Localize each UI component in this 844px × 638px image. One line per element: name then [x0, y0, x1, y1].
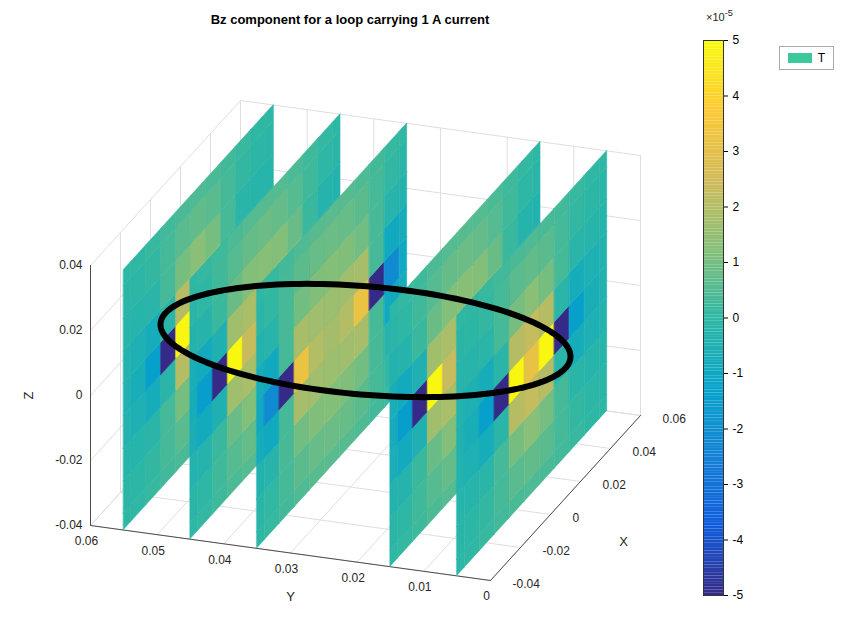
svg-text:-3: -3	[733, 477, 744, 491]
svg-text:1: 1	[733, 255, 740, 269]
svg-text:X: X	[619, 534, 628, 549]
html-text:T: T	[817, 51, 825, 65]
svg-text:-0.02: -0.02	[543, 544, 571, 558]
svg-text:-5: -5	[733, 588, 744, 602]
html-text:Bz component for a loop carryi: Bz component for a loop carrying 1 A cur…	[210, 12, 490, 27]
svg-text:3: 3	[733, 144, 740, 158]
svg-text:4: 4	[733, 89, 740, 103]
svg-text:0.03: 0.03	[275, 562, 299, 576]
svg-text:0.04: 0.04	[633, 445, 657, 459]
svg-text:0.04: 0.04	[59, 258, 83, 272]
svg-text:0.06: 0.06	[663, 412, 687, 426]
svg-text:-2: -2	[733, 422, 744, 436]
svg-text:0.06: 0.06	[75, 534, 99, 548]
svg-text:0.02: 0.02	[603, 478, 627, 492]
svg-text:-0.02: -0.02	[55, 453, 83, 467]
svg-text:0.05: 0.05	[141, 544, 165, 558]
svg-text:Y: Y	[286, 589, 295, 604]
svg-text:5: 5	[733, 33, 740, 47]
svg-text:-1: -1	[733, 366, 744, 380]
svg-text:Z: Z	[21, 391, 36, 399]
svg-text:0.02: 0.02	[59, 323, 83, 337]
svg-text:0: 0	[76, 388, 83, 402]
html-text:×10-5: ×10-5	[706, 8, 733, 23]
svg-text:0.01: 0.01	[408, 580, 432, 594]
svg-text:0: 0	[483, 589, 490, 603]
svg-text:-4: -4	[733, 533, 744, 547]
svg-text:-0.04: -0.04	[513, 577, 541, 591]
svg-text:-0.04: -0.04	[55, 518, 83, 532]
svg-text:0.04: 0.04	[208, 553, 232, 567]
svg-text:0: 0	[573, 511, 580, 525]
svg-text:0: 0	[733, 311, 740, 325]
svg-text:0.02: 0.02	[341, 571, 365, 585]
svg-text:2: 2	[733, 200, 740, 214]
